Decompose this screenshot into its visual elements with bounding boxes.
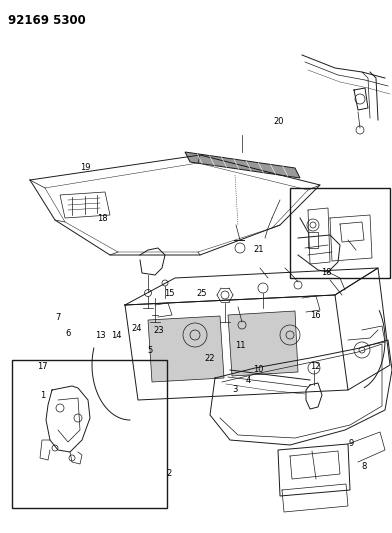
Bar [290, 188, 390, 278]
Bar [12, 360, 167, 508]
Text: 18: 18 [97, 214, 108, 223]
Text: 22: 22 [205, 354, 215, 363]
Text: 2: 2 [166, 469, 171, 478]
Text: 10: 10 [253, 366, 264, 374]
Polygon shape [148, 316, 224, 382]
Text: 24: 24 [131, 325, 142, 333]
Text: 8: 8 [362, 462, 367, 471]
Text: 13: 13 [95, 332, 106, 340]
Text: 9: 9 [348, 439, 354, 448]
Text: 23: 23 [153, 327, 164, 335]
Text: 12: 12 [310, 362, 321, 370]
Text: 14: 14 [111, 332, 122, 340]
Text: 92169 5300: 92169 5300 [8, 14, 86, 27]
Text: 11: 11 [236, 342, 246, 350]
Text: 5: 5 [147, 346, 152, 354]
Text: 20: 20 [273, 117, 283, 126]
Text: 17: 17 [37, 362, 48, 371]
Text: 25: 25 [196, 289, 207, 297]
Polygon shape [228, 311, 298, 376]
Text: 7: 7 [55, 313, 61, 322]
Text: 18: 18 [321, 269, 332, 277]
Polygon shape [185, 152, 300, 178]
Text: 19: 19 [80, 163, 91, 172]
Text: 16: 16 [310, 311, 320, 319]
Text: 1: 1 [40, 391, 45, 400]
Text: 3: 3 [232, 385, 238, 394]
Text: 6: 6 [65, 329, 71, 337]
Text: 4: 4 [245, 376, 250, 385]
Text: 15: 15 [164, 289, 174, 297]
Text: 21: 21 [254, 245, 264, 254]
